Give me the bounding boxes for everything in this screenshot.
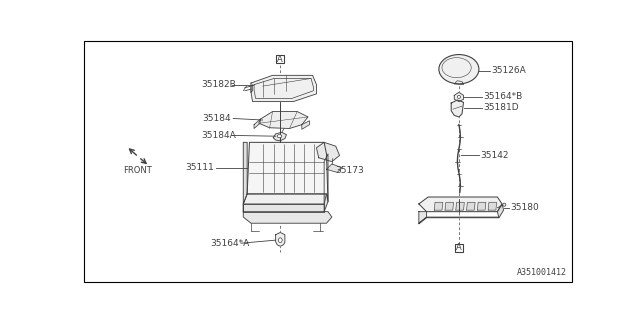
Text: 35142: 35142 — [481, 151, 509, 160]
Polygon shape — [454, 92, 463, 101]
Polygon shape — [467, 203, 475, 210]
Polygon shape — [477, 203, 486, 210]
Polygon shape — [316, 142, 340, 162]
Text: 35111: 35111 — [186, 163, 214, 172]
Text: 35181D: 35181D — [484, 103, 519, 112]
Polygon shape — [451, 100, 463, 117]
Polygon shape — [276, 232, 285, 246]
Text: 35180: 35180 — [511, 203, 540, 212]
Text: 35184: 35184 — [202, 114, 231, 123]
Text: A: A — [456, 243, 462, 252]
Polygon shape — [251, 75, 316, 101]
Polygon shape — [243, 212, 332, 223]
Text: 35184A: 35184A — [201, 131, 236, 140]
Ellipse shape — [278, 238, 282, 243]
Polygon shape — [454, 81, 463, 84]
Polygon shape — [254, 119, 260, 129]
Text: 35164*A: 35164*A — [210, 239, 250, 249]
Polygon shape — [251, 84, 253, 92]
Polygon shape — [445, 203, 454, 210]
Text: 35126A: 35126A — [492, 66, 526, 75]
Ellipse shape — [458, 95, 460, 99]
Text: 35164*B: 35164*B — [484, 92, 523, 101]
Polygon shape — [324, 154, 328, 212]
Text: 35182B: 35182B — [201, 80, 236, 89]
Polygon shape — [435, 203, 443, 210]
Polygon shape — [243, 204, 324, 212]
Polygon shape — [497, 204, 504, 218]
Polygon shape — [419, 212, 427, 223]
Polygon shape — [456, 203, 464, 210]
Polygon shape — [273, 132, 287, 141]
Ellipse shape — [277, 135, 282, 138]
Polygon shape — [247, 142, 328, 202]
Ellipse shape — [503, 203, 506, 206]
Polygon shape — [488, 203, 497, 210]
Polygon shape — [326, 164, 342, 172]
Bar — [276, 55, 284, 63]
Polygon shape — [302, 121, 310, 129]
Polygon shape — [419, 217, 499, 224]
Polygon shape — [243, 194, 326, 204]
Text: A351001412: A351001412 — [516, 268, 566, 277]
Text: FRONT: FRONT — [123, 166, 152, 175]
Ellipse shape — [439, 55, 479, 84]
Bar — [455, 244, 463, 252]
Text: 35173: 35173 — [336, 166, 364, 175]
Polygon shape — [243, 142, 247, 212]
Polygon shape — [259, 112, 308, 129]
Polygon shape — [419, 197, 502, 212]
Text: A: A — [277, 55, 283, 64]
